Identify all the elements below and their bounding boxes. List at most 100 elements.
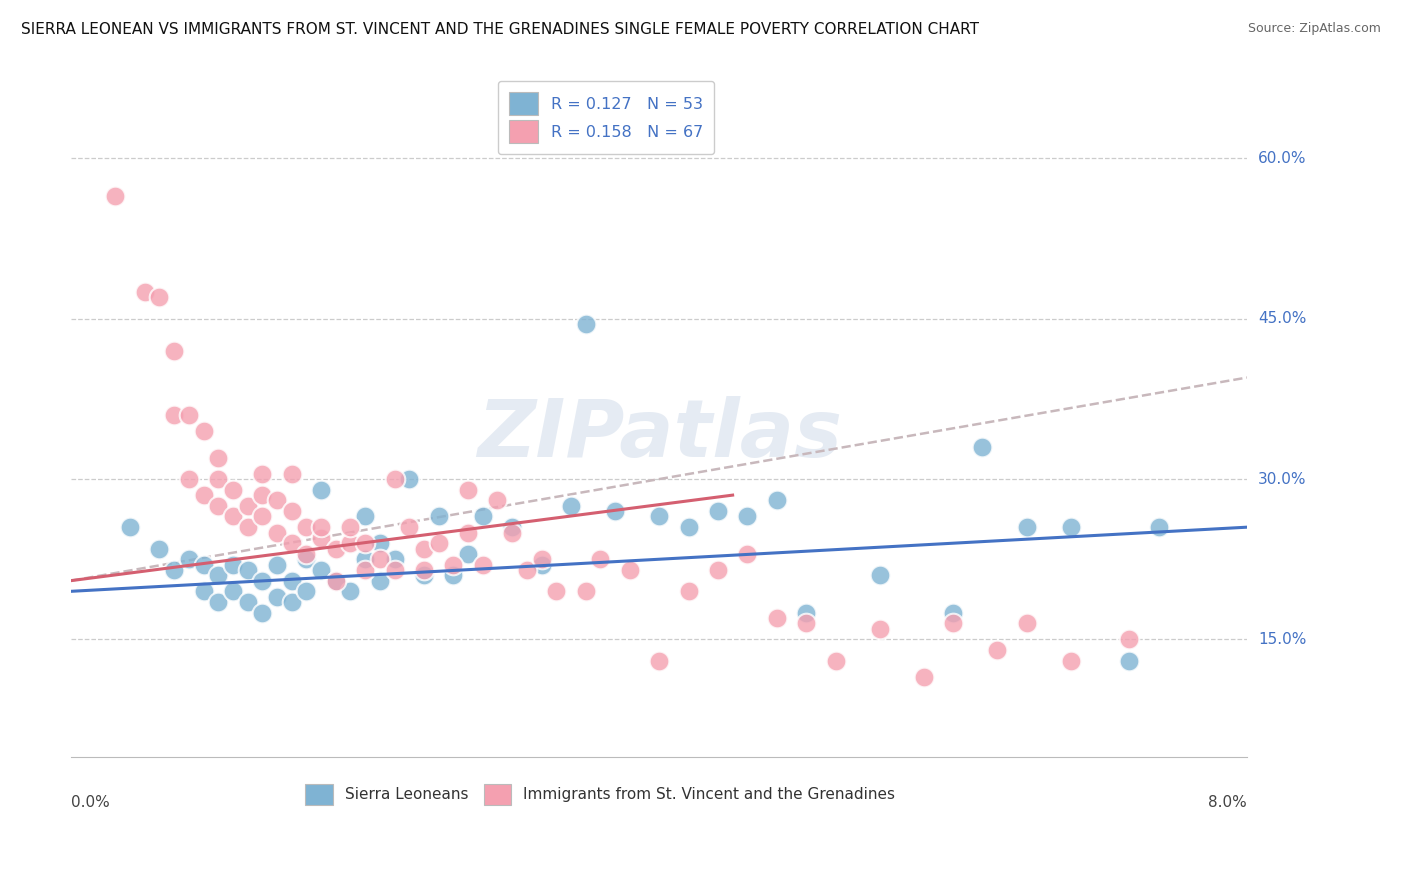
Point [707, 563, 730, 577]
Point [1118, 632, 1140, 647]
Point [368, 574, 391, 588]
Point [368, 552, 391, 566]
Point [678, 584, 700, 599]
Point [648, 654, 671, 668]
Point [530, 552, 553, 566]
Point [427, 536, 450, 550]
Point [207, 568, 229, 582]
Point [869, 568, 891, 582]
Text: Source: ZipAtlas.com: Source: ZipAtlas.com [1247, 22, 1381, 36]
Point [441, 568, 464, 582]
Legend: Sierra Leoneans, Immigrants from St. Vincent and the Grenadines: Sierra Leoneans, Immigrants from St. Vin… [297, 774, 904, 814]
Point [193, 488, 215, 502]
Point [309, 563, 332, 577]
Point [236, 499, 259, 513]
Point [384, 563, 406, 577]
Point [295, 547, 318, 561]
Point [148, 290, 170, 304]
Point [266, 493, 288, 508]
Point [295, 552, 318, 566]
Point [457, 525, 479, 540]
Point [309, 483, 332, 497]
Point [530, 558, 553, 572]
Point [280, 536, 302, 550]
Point [912, 670, 935, 684]
Point [354, 536, 377, 550]
Point [972, 440, 994, 454]
Point [942, 616, 965, 631]
Point [398, 472, 420, 486]
Point [486, 493, 509, 508]
Text: 0.0%: 0.0% [72, 795, 110, 810]
Text: 8.0%: 8.0% [1208, 795, 1247, 810]
Point [457, 483, 479, 497]
Point [280, 504, 302, 518]
Text: 15.0%: 15.0% [1258, 632, 1306, 647]
Point [441, 558, 464, 572]
Point [1147, 520, 1170, 534]
Point [942, 606, 965, 620]
Point [765, 611, 787, 625]
Point [236, 595, 259, 609]
Point [177, 552, 200, 566]
Point [339, 584, 361, 599]
Point [398, 520, 420, 534]
Point [648, 509, 671, 524]
Point [575, 584, 598, 599]
Point [252, 574, 274, 588]
Point [765, 493, 787, 508]
Point [252, 606, 274, 620]
Point [207, 472, 229, 486]
Point [118, 520, 141, 534]
Point [413, 541, 436, 556]
Point [501, 520, 523, 534]
Point [266, 558, 288, 572]
Point [325, 541, 347, 556]
Point [325, 574, 347, 588]
Point [134, 285, 156, 299]
Point [471, 509, 494, 524]
Point [824, 654, 846, 668]
Point [222, 558, 245, 572]
Point [252, 467, 274, 481]
Point [207, 499, 229, 513]
Text: 60.0%: 60.0% [1258, 151, 1306, 166]
Point [1015, 616, 1038, 631]
Point [707, 504, 730, 518]
Point [457, 547, 479, 561]
Point [339, 520, 361, 534]
Point [163, 343, 186, 358]
Point [236, 563, 259, 577]
Point [104, 189, 127, 203]
Point [501, 525, 523, 540]
Point [427, 509, 450, 524]
Point [413, 563, 436, 577]
Point [339, 536, 361, 550]
Point [737, 547, 759, 561]
Point [222, 483, 245, 497]
Point [309, 520, 332, 534]
Point [619, 563, 641, 577]
Point [986, 643, 1008, 657]
Point [236, 520, 259, 534]
Point [193, 424, 215, 438]
Point [280, 595, 302, 609]
Point [575, 317, 598, 331]
Point [678, 520, 700, 534]
Point [309, 531, 332, 545]
Point [384, 552, 406, 566]
Point [546, 584, 568, 599]
Point [163, 563, 186, 577]
Text: 45.0%: 45.0% [1258, 311, 1306, 326]
Point [413, 568, 436, 582]
Point [280, 574, 302, 588]
Point [794, 616, 817, 631]
Point [1015, 520, 1038, 534]
Text: 30.0%: 30.0% [1258, 472, 1306, 487]
Point [1118, 654, 1140, 668]
Point [207, 450, 229, 465]
Point [603, 504, 626, 518]
Text: SIERRA LEONEAN VS IMMIGRANTS FROM ST. VINCENT AND THE GRENADINES SINGLE FEMALE P: SIERRA LEONEAN VS IMMIGRANTS FROM ST. VI… [21, 22, 979, 37]
Point [354, 509, 377, 524]
Point [252, 509, 274, 524]
